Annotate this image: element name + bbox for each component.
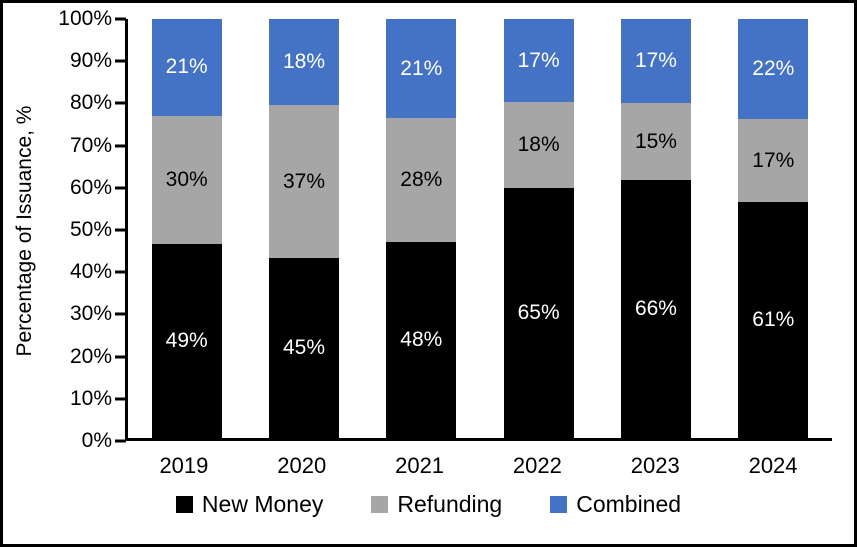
- y-tick-mark: [115, 312, 126, 316]
- segment-value-label: 21%: [165, 55, 208, 79]
- bar-2023: 66% 15% 17%: [620, 19, 691, 438]
- segment-value-label: 66%: [634, 297, 677, 321]
- segment-value-label: 17%: [517, 48, 560, 72]
- y-tick-mark: [115, 355, 126, 359]
- bar-2019: 49% 30% 21%: [151, 19, 222, 438]
- bar-segment-combined-2019: 21%: [151, 19, 222, 116]
- segment-value-label: 15%: [634, 129, 677, 153]
- legend-item-combined: Combined: [550, 491, 681, 518]
- legend-label-refunding: Refunding: [397, 491, 503, 517]
- legend-swatch-refunding: [371, 496, 389, 513]
- segment-value-label: 28%: [400, 168, 443, 192]
- bar-segment-refunding-2019: 30%: [151, 115, 222, 244]
- x-tick-label-2021: 2021: [395, 453, 445, 478]
- bar-slot-2020: 45% 37% 18%: [245, 19, 362, 438]
- y-tick-label-80-: 80%: [69, 91, 112, 115]
- segment-value-label: 49%: [165, 328, 208, 352]
- y-tick-mark: [115, 17, 126, 21]
- bar-segment-new-money-2024: 61%: [738, 202, 809, 438]
- bar-slot-2022: 65% 18% 17%: [480, 19, 597, 438]
- legend-label-new-money: New Money: [201, 491, 324, 517]
- bar-segment-new-money-2019: 49%: [151, 243, 222, 438]
- x-tick-label-2020: 2020: [277, 453, 327, 478]
- x-tick-label-2024: 2024: [748, 453, 798, 478]
- bar-slot-2019: 49% 30% 21%: [128, 19, 245, 438]
- bar-segment-new-money-2023: 66%: [620, 180, 691, 438]
- bar-2022: 65% 18% 17%: [503, 19, 574, 438]
- y-tick-label-30-: 30%: [69, 302, 112, 326]
- legend-swatch-combined: [550, 496, 568, 513]
- segment-value-label: 45%: [282, 335, 325, 359]
- y-tick-mark: [115, 228, 126, 232]
- bar-slot-2024: 61% 17% 22%: [715, 19, 832, 438]
- y-tick-mark: [115, 397, 126, 401]
- bar-2024: 61% 17% 22%: [738, 19, 809, 438]
- y-tick-label-90-: 90%: [69, 49, 112, 73]
- bar-segment-combined-2023: 17%: [620, 19, 691, 104]
- segment-value-label: 37%: [282, 169, 325, 193]
- legend-swatch-new-money: [175, 496, 193, 513]
- bar-segment-refunding-2023: 15%: [620, 103, 691, 181]
- bar-2020: 45% 37% 18%: [268, 19, 339, 438]
- y-tick-label-10-: 10%: [69, 386, 112, 410]
- segment-value-label: 17%: [634, 49, 677, 73]
- y-tick-mark: [115, 59, 126, 63]
- segment-value-label: 30%: [165, 167, 208, 191]
- bar-2021: 48% 28% 21%: [386, 18, 457, 438]
- bar-segment-new-money-2020: 45%: [268, 257, 339, 438]
- bar-segment-refunding-2022: 18%: [503, 102, 574, 189]
- bar-segment-combined-2020: 18%: [268, 19, 339, 106]
- y-tick-mark: [115, 270, 126, 274]
- bar-segment-combined-2022: 17%: [503, 19, 574, 102]
- y-tick-label-0-: 0%: [81, 429, 112, 452]
- bar-slot-2023: 66% 15% 17%: [597, 19, 714, 438]
- y-tick-label-100-: 100%: [58, 7, 112, 30]
- segment-value-label: 18%: [517, 133, 560, 157]
- y-tick-label-70-: 70%: [69, 133, 112, 157]
- bar-segment-combined-2024: 22%: [738, 19, 809, 120]
- x-tick-label-2022: 2022: [512, 453, 562, 478]
- x-tick-label-2023: 2023: [630, 453, 680, 478]
- legend: New Money Refunding Combined: [3, 491, 854, 518]
- y-tick-label-60-: 60%: [69, 175, 112, 199]
- bar-segment-new-money-2021: 48%: [386, 242, 457, 438]
- x-axis: 2019 2020 2021 2022 2023 2024: [125, 453, 832, 479]
- segment-value-label: 48%: [400, 328, 443, 352]
- bar-slot-2021: 48% 28% 21%: [363, 18, 480, 438]
- y-tick-label-50-: 50%: [69, 218, 112, 241]
- bar-segment-refunding-2024: 17%: [738, 119, 809, 203]
- y-tick-mark: [115, 101, 126, 105]
- segment-value-label: 18%: [282, 50, 325, 74]
- segment-value-label: 65%: [517, 301, 560, 325]
- segment-value-label: 61%: [752, 308, 795, 332]
- y-tick-mark: [115, 186, 126, 190]
- legend-item-new-money: New Money: [175, 491, 324, 518]
- bar-segment-refunding-2021: 28%: [386, 118, 457, 243]
- segment-value-label: 21%: [400, 56, 443, 80]
- y-tick-mark: [115, 144, 126, 148]
- segment-value-label: 17%: [752, 148, 795, 172]
- segment-value-label: 22%: [752, 57, 795, 81]
- y-tick-label-20-: 20%: [69, 344, 112, 368]
- x-tick-label-2019: 2019: [159, 453, 209, 478]
- legend-label-combined: Combined: [576, 491, 682, 517]
- bar-segment-combined-2021: 21%: [386, 18, 457, 119]
- y-tick-label-40-: 40%: [69, 260, 112, 284]
- legend-item-refunding: Refunding: [371, 491, 502, 518]
- y-tick-mark: [115, 439, 126, 443]
- bar-segment-new-money-2022: 65%: [503, 188, 574, 438]
- plot-area: 49% 30% 21% 45% 37% 18% 48% 28% 21% 65% 18% 17% 66% 1…: [125, 18, 832, 441]
- bar-segment-refunding-2020: 37%: [268, 105, 339, 258]
